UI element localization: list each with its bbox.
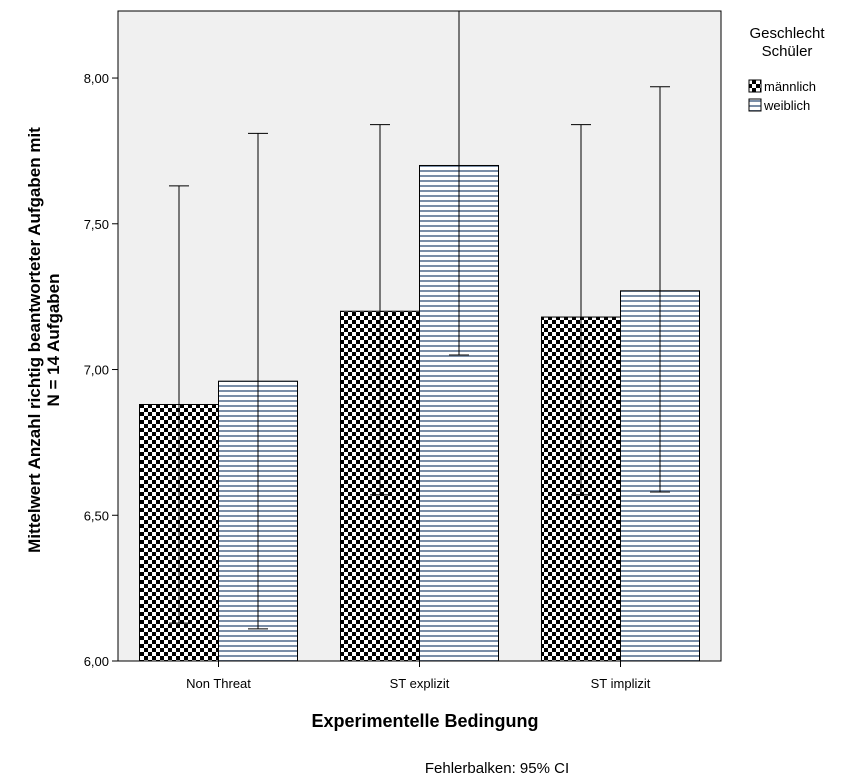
legend-title-line1: Geschlecht [749,25,825,42]
error-bar-weiblich-1 [248,132,268,630]
x-axis-title: Experimentelle Bedingung [311,711,538,731]
legend-swatch-maennlich [748,79,762,93]
legend-title-line2: Schüler [762,43,813,60]
y-tick-label: 6,00 [84,654,109,669]
y-axis-title-line2: N = 14 Aufgaben [44,273,63,406]
y-axis: 6,00 6,50 7,00 7,50 8,00 [84,71,118,669]
y-tick-label: 7,00 [84,363,109,378]
legend-label-weiblich: weiblich [763,98,810,113]
error-bar-maennlich-2 [370,124,390,496]
error-bar-weiblich-3 [650,86,670,493]
y-axis-title-line1: Mittelwert Anzahl richtig beantworteter … [25,127,44,553]
x-tick-label: Non Threat [186,676,251,691]
legend: Geschlecht Schüler männlich weiblich [748,25,825,113]
legend-swatch-weiblich [748,98,762,112]
y-tick-label: 8,00 [84,71,109,86]
x-tick-label: ST explizit [390,676,450,691]
error-bars-group [169,10,670,630]
error-bar-footnote: Fehlerbalken: 95% CI [425,760,569,777]
legend-label-maennlich: männlich [764,79,816,94]
error-bar-maennlich-1 [169,185,189,624]
x-tick-label: ST implizit [591,676,651,691]
y-tick-label: 6,50 [84,508,109,523]
y-tick-label: 7,50 [84,217,109,232]
error-bar-maennlich-3 [571,124,591,496]
x-axis: Non Threat ST explizit ST implizit [186,661,651,691]
